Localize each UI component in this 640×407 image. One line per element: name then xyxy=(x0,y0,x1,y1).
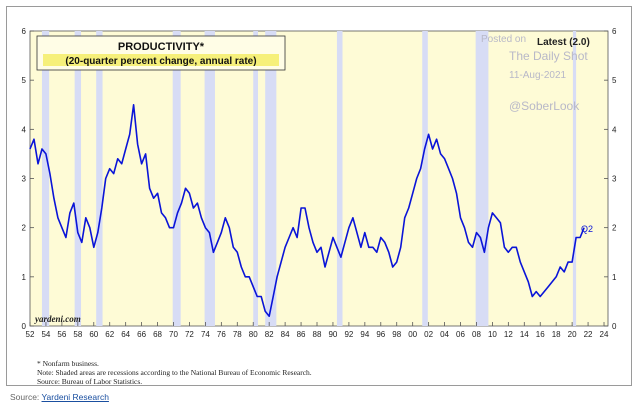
plot-area xyxy=(29,30,609,327)
source-prefix: Source: xyxy=(10,392,42,402)
watermark-posted-on: Posted on xyxy=(481,34,526,45)
y-tick-label-left: 2 xyxy=(22,224,27,233)
y-tick-label-right: 0 xyxy=(612,322,617,331)
watermark-handle: @SoberLook xyxy=(509,99,580,113)
recession-band xyxy=(172,31,181,326)
x-tick-label: 76 xyxy=(217,330,226,339)
source-line: Source: Yardeni Research xyxy=(10,392,109,402)
x-tick-label: 66 xyxy=(137,330,146,339)
chart-subtitle: (20-quarter percent change, annual rate) xyxy=(65,56,256,67)
y-tick-label-right: 2 xyxy=(612,224,617,233)
x-tick-label: 96 xyxy=(376,330,385,339)
x-tick-label: 04 xyxy=(440,330,449,339)
note-recessions: Note: Shaded areas are recessions accord… xyxy=(37,368,312,377)
x-tick-label: 56 xyxy=(57,330,66,339)
y-tick-label-right: 3 xyxy=(612,175,617,184)
x-tick-label: 00 xyxy=(408,330,417,339)
productivity-chart: 0 01 12 23 34 45 56 652 54 56 58 60 62 64 66 68 70 72 74 76… xyxy=(22,27,617,339)
source-link[interactable]: Yardeni Research xyxy=(41,392,109,402)
x-tick-label: 54 xyxy=(41,330,50,339)
x-tick-label: 60 xyxy=(89,330,98,339)
x-tick-label: 62 xyxy=(105,330,114,339)
x-tick-label: 74 xyxy=(201,330,210,339)
recession-band xyxy=(265,31,277,326)
watermark-daily-shot: The Daily Shot xyxy=(509,49,588,63)
x-tick-label: 12 xyxy=(504,330,513,339)
x-tick-label: 10 xyxy=(488,330,497,339)
note-nonfarm: * Nonfarm business. xyxy=(37,359,99,368)
y-tick-label-left: 1 xyxy=(22,273,27,282)
x-tick-label: 22 xyxy=(584,330,593,339)
y-tick-label-left: 6 xyxy=(22,27,27,36)
x-tick-label: 02 xyxy=(424,330,433,339)
x-tick-label: 86 xyxy=(297,330,306,339)
x-tick-label: 16 xyxy=(536,330,545,339)
x-tick-label: 70 xyxy=(169,330,178,339)
x-tick-label: 84 xyxy=(281,330,290,339)
recession-band xyxy=(572,31,577,326)
series-end-label: Q2 xyxy=(581,224,593,234)
x-tick-label: 68 xyxy=(153,330,162,339)
subtitle-highlight xyxy=(43,54,279,66)
x-tick-label: 64 xyxy=(121,330,130,339)
y-tick-label-left: 5 xyxy=(22,76,27,85)
series-line-productivity xyxy=(29,104,585,317)
recession-band xyxy=(96,31,103,326)
watermark-date: 11-Aug-2021 xyxy=(509,70,567,81)
x-tick-label: 18 xyxy=(552,330,561,339)
y-tick-label-left: 4 xyxy=(22,125,27,134)
y-tick-label-right: 5 xyxy=(612,76,617,85)
brand-label: yardeni.com xyxy=(34,314,81,324)
y-tick-label-left: 3 xyxy=(22,175,27,184)
recession-band xyxy=(336,31,343,326)
latest-label: Latest (2.0) xyxy=(537,37,590,48)
recession-band xyxy=(422,31,428,326)
x-tick-label: 82 xyxy=(265,330,274,339)
chart-notes: * Nonfarm business. Note: Shaded areas a… xyxy=(37,359,312,386)
x-tick-label: 78 xyxy=(233,330,242,339)
x-tick-label: 52 xyxy=(26,330,35,339)
chart-title: PRODUCTIVITY* xyxy=(118,41,205,53)
x-tick-label: 98 xyxy=(392,330,401,339)
x-tick-label: 80 xyxy=(249,330,258,339)
x-tick-label: 24 xyxy=(600,330,609,339)
x-tick-label: 90 xyxy=(328,330,337,339)
note-source: Source: Bureau of Labor Statistics. xyxy=(37,377,143,386)
recession-band xyxy=(204,31,215,326)
y-tick-label-right: 4 xyxy=(612,125,617,134)
y-tick-label-right: 6 xyxy=(612,27,617,36)
chart-frame: 0 0 1 1 2 2 3 3 4 4 5 5 6 6 52 54 56 58 60 62 64 66 68 70 72 74 76… xyxy=(6,6,632,386)
x-tick-label: 08 xyxy=(472,330,481,339)
x-tick-label: 58 xyxy=(73,330,82,339)
x-tick-label: 72 xyxy=(185,330,194,339)
recession-band xyxy=(253,31,259,326)
y-tick-label-left: 0 xyxy=(22,322,27,331)
y-tick-label-right: 1 xyxy=(612,273,617,282)
x-tick-label: 06 xyxy=(456,330,465,339)
recession-band xyxy=(41,31,50,326)
x-tick-label: 94 xyxy=(360,330,369,339)
recession-band xyxy=(74,31,82,326)
x-tick-label: 88 xyxy=(313,330,322,339)
x-tick-label: 20 xyxy=(568,330,577,339)
recession-band xyxy=(475,31,489,326)
x-tick-label: 92 xyxy=(344,330,353,339)
x-tick-label: 14 xyxy=(520,330,529,339)
